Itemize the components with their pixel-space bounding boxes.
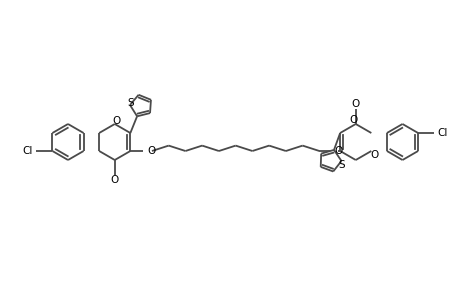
Text: S: S <box>337 160 344 170</box>
Text: O: O <box>369 150 378 160</box>
Text: S: S <box>128 98 134 108</box>
Text: O: O <box>333 146 341 156</box>
Text: O: O <box>351 99 359 109</box>
Text: Cl: Cl <box>437 128 447 138</box>
Text: O: O <box>349 115 357 125</box>
Text: O: O <box>111 175 118 185</box>
Text: O: O <box>112 116 121 125</box>
Text: O: O <box>146 146 155 156</box>
Text: Cl: Cl <box>23 146 33 156</box>
